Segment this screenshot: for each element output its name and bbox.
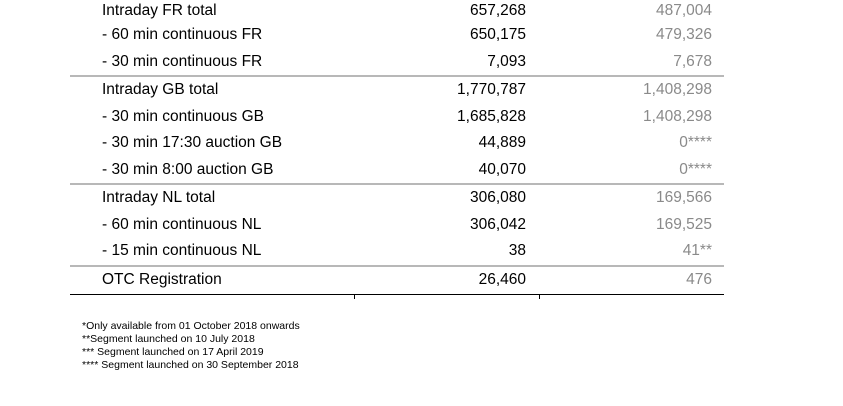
table-row: OTC Registration 26,460 476	[70, 267, 724, 294]
row-value-previous: 0****	[679, 134, 712, 152]
footnote: **Segment launched on 10 July 2018	[82, 333, 255, 345]
column-tick	[354, 294, 355, 299]
table-row: Intraday FR total 657,268 487,004	[70, 0, 724, 22]
row-label: Intraday GB total	[102, 81, 219, 99]
row-value-current: 306,042	[469, 215, 526, 233]
row-label: Intraday NL total	[102, 189, 216, 207]
row-value-previous: 0****	[679, 160, 712, 178]
row-value-current: 1,770,787	[457, 81, 526, 99]
row-value-current: 306,080	[469, 189, 526, 207]
table-row: Intraday NL total 306,080 169,566	[70, 185, 724, 212]
table-row: - 30 min 17:30 auction GB 44,889 0****	[70, 130, 724, 157]
group-otc: OTC Registration 26,460 476	[70, 267, 724, 294]
volume-table: Intraday FR total 657,268 487,004 - 60 m…	[70, 0, 724, 299]
footnote: *** Segment launched on 17 April 2019	[82, 346, 264, 358]
row-label: - 60 min continuous NL	[102, 215, 262, 233]
table-row: - 60 min continuous NL 306,042 169,525	[70, 212, 724, 239]
row-value-current: 38	[508, 242, 526, 260]
table-bottom-border	[70, 293, 724, 299]
group-nl: Intraday NL total 306,080 169,566 - 60 m…	[70, 185, 724, 265]
group-fr: Intraday FR total 657,268 487,004 - 60 m…	[70, 0, 724, 75]
table-row: - 30 min continuous GB 1,685,828 1,408,2…	[70, 104, 724, 131]
row-value-previous: 7,678	[673, 52, 712, 70]
row-value-current: 650,175	[469, 26, 526, 44]
row-label: - 30 min continuous GB	[102, 107, 264, 125]
table-row: - 30 min 8:00 auction GB 40,070 0****	[70, 157, 724, 184]
row-value-previous: 41**	[682, 242, 712, 260]
row-value-previous: 476	[686, 271, 712, 288]
footnote: **** Segment launched on 30 September 20…	[82, 359, 299, 371]
table-row: - 15 min continuous NL 38 41**	[70, 238, 724, 265]
footnote: *Only available from 01 October 2018 onw…	[82, 320, 300, 332]
row-label: - 15 min continuous NL	[102, 242, 262, 260]
group-divider	[70, 183, 724, 185]
table-row: - 60 min continuous FR 650,175 479,326	[70, 22, 724, 49]
table-row: - 30 min continuous FR 7,093 7,678	[70, 49, 724, 76]
row-value-current: 26,460	[478, 271, 526, 288]
group-divider	[70, 264, 724, 267]
row-value-previous: 169,525	[655, 215, 712, 233]
row-value-current: 1,685,828	[457, 107, 526, 125]
row-value-current: 7,093	[487, 52, 526, 70]
group-gb: Intraday GB total 1,770,787 1,408,298 - …	[70, 77, 724, 183]
row-label: - 30 min continuous FR	[102, 52, 263, 70]
table-row: Intraday GB total 1,770,787 1,408,298	[70, 77, 724, 104]
column-tick	[539, 294, 540, 299]
row-label: - 30 min 17:30 auction GB	[102, 134, 283, 152]
row-value-previous: 169,566	[655, 189, 712, 207]
row-value-previous: 479,326	[655, 26, 712, 44]
row-label: - 60 min continuous FR	[102, 26, 263, 44]
row-label: OTC Registration	[102, 271, 222, 288]
row-value-current: 40,070	[478, 160, 526, 178]
row-value-current: 657,268	[469, 2, 526, 19]
row-value-current: 44,889	[478, 134, 526, 152]
footnotes: *Only available from 01 October 2018 onw…	[82, 320, 300, 372]
row-label: Intraday FR total	[102, 2, 217, 19]
row-value-previous: 487,004	[655, 2, 712, 19]
group-divider	[70, 75, 724, 77]
row-label: - 30 min 8:00 auction GB	[102, 160, 274, 178]
row-value-previous: 1,408,298	[643, 81, 712, 99]
row-value-previous: 1,408,298	[643, 107, 712, 125]
